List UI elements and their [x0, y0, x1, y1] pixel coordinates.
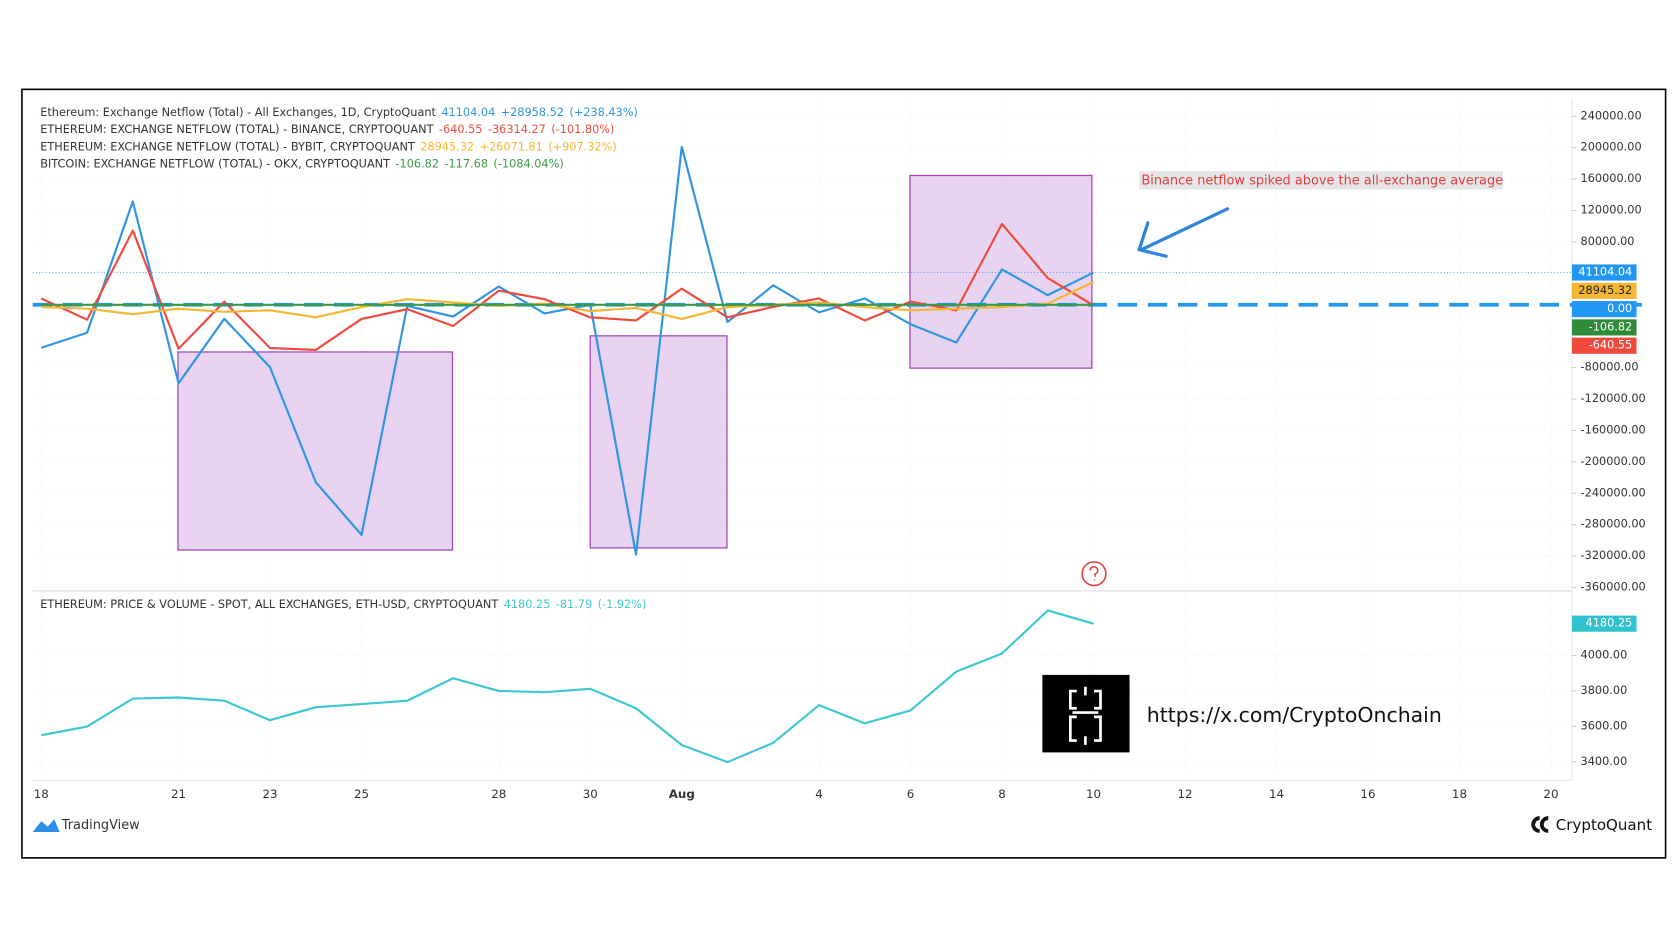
- y-tick-label: -280000.00: [1581, 518, 1646, 531]
- tradingview-logo: TradingView: [32, 818, 140, 833]
- legend-entry: Ethereum: Exchange Netflow (Total) - All…: [40, 106, 638, 119]
- series-line: [41, 609, 1094, 764]
- legend-value: +28958.52: [501, 106, 564, 119]
- y-tick-label: 3400.00: [1581, 755, 1628, 768]
- legend-value: -640.55: [439, 123, 483, 136]
- last-value-label: 0.00: [1607, 302, 1632, 315]
- frame: [21, 88, 1667, 859]
- legend-entry: ETHEREUM: EXCHANGE NETFLOW (TOTAL) - BYB…: [40, 140, 617, 153]
- x-tick-label: 23: [263, 787, 278, 801]
- y-tick-label: 120000.00: [1581, 204, 1642, 217]
- y-tick-label: 3800.00: [1581, 684, 1628, 697]
- legend-name: ETHEREUM: EXCHANGE NETFLOW (TOTAL) - BYB…: [40, 140, 415, 153]
- highlight-box: [177, 351, 454, 551]
- last-value-badge: [1571, 319, 1637, 336]
- alert-circle: [1081, 561, 1107, 587]
- arrow-shaft: [1139, 207, 1230, 252]
- legend-value: 28945.32: [420, 140, 474, 153]
- legend-value: -81.79: [556, 598, 592, 611]
- x-tick-label: 12: [1177, 787, 1192, 801]
- legend-name: ETHEREUM: EXCHANGE NETFLOW (TOTAL) - BIN…: [40, 123, 433, 136]
- last-value-badge: [1571, 282, 1637, 299]
- last-value-label: -640.55: [1589, 339, 1633, 352]
- legend-value: 41104.04: [441, 106, 495, 119]
- x-tick-label: 4: [815, 787, 823, 801]
- last-value-badge: [1571, 337, 1637, 354]
- legend-value: -36314.27: [488, 123, 546, 136]
- last-value-label: 4180.25: [1586, 617, 1633, 630]
- y-tick-label: -160000.00: [1581, 423, 1646, 436]
- cryptoquant-logo: CryptoQuant: [1531, 816, 1652, 834]
- watermark: https://x.com/CryptoOnchain: [1042, 674, 1442, 753]
- tradingview-icon: [32, 819, 60, 833]
- y-tick-label: -320000.00: [1581, 549, 1646, 562]
- highlight-box: [589, 335, 728, 549]
- x-tick-label: 30: [583, 787, 598, 801]
- cryptoquant-text: CryptoQuant: [1556, 816, 1652, 834]
- legend-value: +26071.81: [479, 140, 542, 153]
- y-tick-label: 160000.00: [1581, 172, 1642, 185]
- x-tick-label: 14: [1269, 787, 1284, 801]
- legend-value: 4180.25: [504, 598, 551, 611]
- x-tick-label: 25: [354, 787, 369, 801]
- watermark-glyph: [1069, 686, 1102, 745]
- last-value-label: 41104.04: [1578, 266, 1632, 279]
- x-tick-label: 10: [1086, 787, 1101, 801]
- legend-value: (-1084.04%): [493, 158, 563, 171]
- x-tick-label: 28: [491, 787, 506, 801]
- arrow: [1137, 207, 1230, 258]
- last-value-badge: [1571, 615, 1637, 632]
- legend-value: (+907.32%): [548, 140, 617, 153]
- x-tick-label: 16: [1360, 787, 1375, 801]
- alert-glyph: [1089, 565, 1099, 581]
- y-tick-label: -360000.00: [1581, 581, 1646, 594]
- y-tick-label: 3600.00: [1581, 719, 1628, 732]
- y-tick-label: -80000.00: [1581, 361, 1639, 374]
- y-tick-label: 240000.00: [1581, 109, 1642, 122]
- x-tick-label: 20: [1543, 787, 1558, 801]
- legend-value: (-1.92%): [598, 598, 647, 611]
- alert-icon: [1081, 561, 1107, 587]
- last-value-badge: [1571, 264, 1637, 281]
- legend-entry: BITCOIN: EXCHANGE NETFLOW (TOTAL) - OKX,…: [40, 158, 564, 171]
- legend-entry: ETHEREUM: EXCHANGE NETFLOW (TOTAL) - BIN…: [40, 123, 614, 136]
- x-tick-label: 6: [907, 787, 915, 801]
- legend-value: -117.68: [444, 158, 488, 171]
- last-value-label: 28945.32: [1578, 284, 1632, 297]
- legend-value: -106.82: [395, 158, 439, 171]
- y-tick-label: -240000.00: [1581, 486, 1646, 499]
- x-tick-label: Aug: [669, 787, 695, 801]
- arrow-head: [1137, 221, 1168, 258]
- x-tick-label: 21: [171, 787, 186, 801]
- legend-name: ETHEREUM: PRICE & VOLUME - SPOT, ALL EXC…: [40, 598, 498, 611]
- last-value-label: -106.82: [1589, 320, 1633, 333]
- y-tick-label: 200000.00: [1581, 141, 1642, 154]
- watermark-url: https://x.com/CryptoOnchain: [1147, 703, 1442, 727]
- y-tick-label: 80000.00: [1581, 235, 1635, 248]
- legend-entry: ETHEREUM: PRICE & VOLUME - SPOT, ALL EXC…: [40, 598, 646, 611]
- y-tick-label: -200000.00: [1581, 455, 1646, 468]
- legend-value: (-101.80%): [551, 123, 614, 136]
- last-value-badge: [1571, 301, 1637, 318]
- cryptoquant-icon: [1531, 816, 1549, 833]
- tradingview-text: TradingView: [61, 818, 140, 833]
- x-tick-label: 18: [34, 787, 49, 801]
- x-tick-label: 18: [1452, 787, 1467, 801]
- annotation: Binance netflow spiked above the all-exc…: [1141, 173, 1503, 188]
- y-tick-label: 4000.00: [1581, 649, 1628, 662]
- legend-value: (+238.43%): [569, 106, 638, 119]
- legend-name: Ethereum: Exchange Netflow (Total) - All…: [40, 106, 436, 119]
- x-tick-label: 8: [998, 787, 1006, 801]
- series-line: [41, 281, 1094, 321]
- y-tick-label: -120000.00: [1581, 392, 1646, 405]
- annotation-bg: [1139, 171, 1504, 190]
- legend-name: BITCOIN: EXCHANGE NETFLOW (TOTAL) - OKX,…: [40, 158, 390, 171]
